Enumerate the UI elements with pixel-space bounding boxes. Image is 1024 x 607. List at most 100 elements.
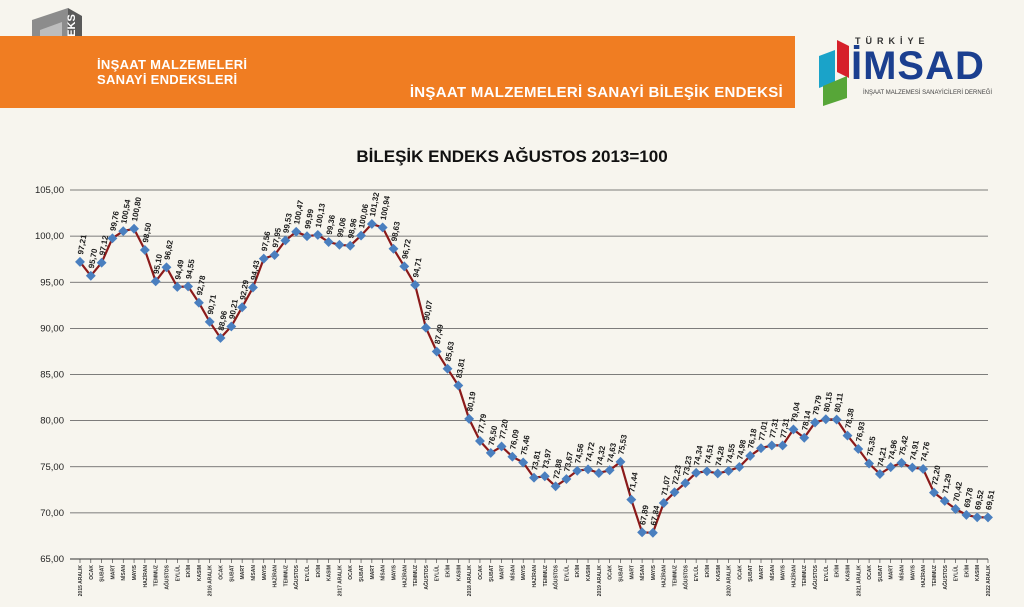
data-label: 77,31 bbox=[768, 417, 780, 439]
data-label: 74,63 bbox=[606, 442, 618, 464]
x-tick-label: EYLÜL bbox=[953, 565, 960, 581]
y-tick-label: 75,00 bbox=[40, 462, 64, 473]
data-point bbox=[874, 469, 885, 479]
x-tick-label: MART bbox=[629, 565, 635, 579]
x-tick-label: AĞUSTOS bbox=[552, 564, 560, 589]
data-label: 74,55 bbox=[725, 442, 737, 464]
data-point bbox=[572, 465, 583, 476]
data-point bbox=[918, 464, 929, 474]
data-point bbox=[550, 481, 561, 492]
x-tick-label: TEMMUZ bbox=[413, 565, 419, 586]
data-point bbox=[366, 218, 377, 229]
data-label: 73,81 bbox=[530, 449, 542, 471]
data-label: 100,06 bbox=[357, 203, 370, 229]
data-label: 72,23 bbox=[671, 464, 683, 486]
brand-top: TÜRKİYE bbox=[855, 36, 930, 46]
x-tick-label: MAYIS bbox=[781, 564, 787, 580]
x-tick-label: NİSAN bbox=[120, 565, 127, 581]
data-label: 77,01 bbox=[757, 420, 769, 442]
data-point bbox=[107, 233, 118, 244]
data-point bbox=[723, 465, 734, 476]
data-point bbox=[518, 457, 529, 468]
x-tick-label: AĞUSTOS bbox=[292, 564, 300, 589]
data-label: 74,21 bbox=[876, 446, 888, 468]
data-point bbox=[442, 363, 453, 374]
data-label: 85,63 bbox=[444, 340, 456, 362]
data-label: 95,10 bbox=[152, 253, 164, 275]
data-point bbox=[788, 424, 799, 435]
data-label: 80,15 bbox=[822, 391, 834, 413]
x-tick-label: EKİM bbox=[704, 565, 711, 578]
data-label: 74,72 bbox=[584, 441, 596, 463]
data-point bbox=[853, 443, 864, 454]
x-tick-label: EKİM bbox=[574, 565, 581, 578]
header-subtitle: İNŞAAT MALZEMELERİ SANAYİ BİLEŞİK ENDEKS… bbox=[409, 84, 783, 101]
data-point bbox=[637, 527, 648, 538]
data-point bbox=[972, 512, 983, 523]
x-tick-label: HAZİRAN bbox=[142, 565, 149, 588]
x-tick-label: EYLÜL bbox=[434, 565, 441, 581]
x-tick-label: KASIM bbox=[716, 565, 722, 581]
data-label: 69,51 bbox=[984, 489, 996, 511]
data-point bbox=[820, 414, 831, 425]
x-tick-label: 2021 ARALIK bbox=[856, 565, 862, 597]
data-point bbox=[302, 231, 312, 242]
data-point bbox=[377, 222, 388, 233]
data-label: 98,63 bbox=[390, 220, 402, 242]
data-label: 78,38 bbox=[844, 407, 856, 429]
x-tick-label: MAYIS bbox=[521, 564, 527, 580]
data-point bbox=[593, 468, 604, 478]
header-title-line2: SANAYİ ENDEKSLERİ bbox=[97, 72, 238, 87]
data-point bbox=[161, 262, 172, 273]
x-tick-label: OCAK bbox=[348, 565, 354, 580]
data-point bbox=[269, 250, 280, 260]
data-label: 98,50 bbox=[141, 221, 153, 243]
x-tick-label: TEMMUZ bbox=[543, 565, 549, 586]
data-label: 100,47 bbox=[292, 199, 305, 225]
x-tick-label: AĞUSTOS bbox=[941, 564, 949, 589]
data-point bbox=[334, 239, 345, 250]
data-point bbox=[712, 468, 723, 479]
data-label: 90,07 bbox=[422, 299, 434, 321]
x-tick-label: AĞUSTOS bbox=[681, 564, 689, 589]
x-tick-label: MART bbox=[889, 565, 895, 579]
x-tick-label: MART bbox=[500, 565, 506, 579]
data-label: 70,42 bbox=[952, 481, 964, 503]
data-label: 90,21 bbox=[227, 298, 239, 320]
x-tick-label: MART bbox=[370, 565, 376, 579]
data-point bbox=[756, 443, 766, 454]
x-tick-label: 2019 ARALIK bbox=[597, 565, 603, 597]
data-point bbox=[496, 441, 507, 452]
data-label: 87,49 bbox=[433, 323, 445, 345]
data-point bbox=[485, 447, 496, 458]
data-label: 73,97 bbox=[541, 448, 553, 470]
x-tick-label: NİSAN bbox=[509, 565, 516, 581]
x-tick-label: MAYIS bbox=[132, 564, 138, 580]
data-label: 99,06 bbox=[336, 216, 348, 238]
x-tick-label: OCAK bbox=[867, 565, 873, 580]
data-point bbox=[193, 297, 204, 308]
x-tick-label: TEMMUZ bbox=[673, 565, 679, 586]
imsad-emblem-icon bbox=[819, 40, 849, 106]
data-point bbox=[561, 474, 572, 484]
data-label: 73,23 bbox=[681, 455, 693, 477]
data-label: 96,62 bbox=[163, 239, 175, 261]
data-label: 76,18 bbox=[746, 427, 758, 449]
x-tick-label: ŞUBAT bbox=[100, 565, 106, 582]
x-tick-label: KASIM bbox=[975, 565, 981, 581]
data-label: 75,35 bbox=[865, 435, 877, 457]
data-point bbox=[950, 504, 961, 514]
data-point bbox=[150, 276, 161, 287]
x-tick-label: HAZİRAN bbox=[920, 565, 927, 588]
x-tick-label: ŞUBAT bbox=[878, 565, 884, 582]
data-label: 69,78 bbox=[962, 486, 974, 508]
x-tick-label: KASIM bbox=[456, 565, 462, 581]
data-label: 99,99 bbox=[303, 208, 315, 230]
data-label: 90,71 bbox=[206, 293, 218, 315]
x-tick-label: ŞUBAT bbox=[489, 565, 495, 582]
data-point bbox=[604, 465, 615, 476]
data-point bbox=[745, 450, 756, 461]
data-label: 99,36 bbox=[325, 214, 337, 236]
data-label: 94,55 bbox=[184, 258, 196, 280]
